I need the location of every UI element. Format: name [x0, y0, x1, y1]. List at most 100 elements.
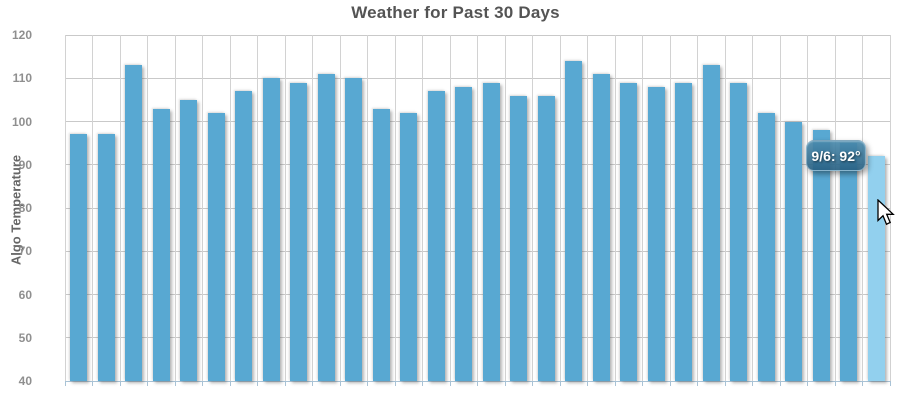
x-axis-tick	[834, 382, 836, 386]
bar[interactable]	[180, 99, 198, 381]
x-gridline	[559, 35, 561, 381]
x-axis-tick	[559, 382, 561, 386]
x-axis-tick	[367, 382, 368, 386]
x-axis-line	[65, 381, 891, 382]
y-tick-label: 40	[18, 374, 32, 388]
x-axis-tick	[477, 382, 478, 386]
x-gridline	[504, 35, 506, 381]
x-gridline	[284, 35, 286, 381]
x-gridline	[394, 35, 396, 381]
bar[interactable]	[840, 143, 858, 381]
y-tick-label: 120	[11, 28, 32, 42]
bar[interactable]	[647, 86, 665, 381]
x-gridline	[477, 35, 478, 381]
x-gridline	[367, 35, 368, 381]
x-axis-tick	[119, 382, 121, 386]
x-axis-tick	[862, 382, 863, 386]
bar[interactable]	[290, 82, 308, 381]
bar[interactable]	[730, 82, 748, 381]
bar[interactable]	[97, 134, 115, 381]
bar[interactable]	[207, 112, 225, 381]
y-tick-label: 80	[18, 201, 32, 215]
bar[interactable]	[262, 78, 280, 381]
x-gridline	[119, 35, 121, 381]
x-axis-tick	[724, 382, 726, 386]
bar[interactable]	[345, 78, 363, 381]
x-gridline	[92, 35, 93, 381]
bar[interactable]	[235, 91, 253, 381]
x-gridline	[174, 35, 176, 381]
x-gridline	[642, 35, 643, 381]
bar[interactable]	[537, 95, 555, 381]
y-tick-label: 110	[12, 71, 32, 86]
x-gridline	[779, 35, 781, 381]
x-gridline	[257, 35, 258, 381]
bar[interactable]	[812, 130, 830, 381]
x-axis-tick	[669, 382, 671, 386]
x-gridline	[229, 35, 231, 381]
x-gridline	[147, 35, 148, 381]
bar[interactable]	[482, 82, 500, 381]
x-gridline	[202, 35, 203, 381]
x-gridline	[669, 35, 671, 381]
x-axis-tick	[339, 382, 341, 386]
x-axis-tick	[64, 382, 66, 386]
bar-highlighted[interactable]	[867, 156, 885, 381]
bar[interactable]	[757, 112, 775, 381]
bar[interactable]	[702, 65, 720, 381]
x-axis-tick	[587, 382, 588, 386]
x-axis-tick	[532, 382, 533, 386]
x-axis-tick	[642, 382, 643, 386]
tooltip-label: 9/6: 92°	[811, 147, 861, 164]
x-gridline	[587, 35, 588, 381]
x-axis-tick	[779, 382, 781, 386]
mouse-cursor-icon	[877, 199, 895, 226]
x-gridline	[532, 35, 533, 381]
bar[interactable]	[592, 73, 610, 381]
x-gridline	[752, 35, 753, 381]
bar[interactable]	[785, 121, 803, 381]
bar[interactable]	[372, 108, 390, 381]
bar[interactable]	[455, 86, 473, 381]
x-gridline	[862, 35, 863, 381]
x-gridline	[422, 35, 423, 381]
bar[interactable]	[70, 134, 88, 381]
bar[interactable]	[400, 112, 418, 381]
x-axis-tick	[807, 382, 808, 386]
x-gridline	[807, 35, 808, 381]
x-axis-tick	[697, 382, 698, 386]
bar[interactable]	[317, 73, 335, 381]
x-gridline	[834, 35, 836, 381]
bar[interactable]	[675, 82, 693, 381]
y-tick-label: 100	[11, 114, 32, 129]
y-tick-label: 90	[18, 157, 32, 172]
bar[interactable]	[427, 91, 445, 381]
x-axis-tick	[614, 382, 616, 386]
x-gridline	[312, 35, 313, 381]
plot-area: 120 110 100 90 80 70 60 50 40	[12, 29, 891, 387]
x-axis-tick	[229, 382, 231, 386]
x-gridline	[697, 35, 698, 381]
x-axis-tick	[422, 382, 423, 386]
x-axis-tick	[202, 382, 203, 386]
x-axis-tick	[284, 382, 286, 386]
x-axis-tick	[504, 382, 506, 386]
x-axis-tick	[449, 382, 451, 386]
y-tick-label: 70	[18, 244, 32, 259]
bar[interactable]	[620, 82, 638, 381]
bar[interactable]	[565, 60, 583, 381]
bar[interactable]	[152, 108, 170, 381]
y-tick-label: 60	[18, 287, 32, 302]
x-gridline	[64, 35, 66, 381]
x-axis-tick	[312, 382, 313, 386]
tooltip: 9/6: 92°	[806, 140, 866, 171]
x-axis-tick	[92, 382, 93, 386]
x-axis-tick	[147, 382, 148, 386]
x-axis-tick	[394, 382, 396, 386]
x-axis-tick	[257, 382, 258, 386]
x-axis-tick	[889, 382, 891, 386]
bar[interactable]	[510, 95, 528, 381]
bar[interactable]	[125, 65, 143, 381]
x-axis-tick	[752, 382, 753, 386]
